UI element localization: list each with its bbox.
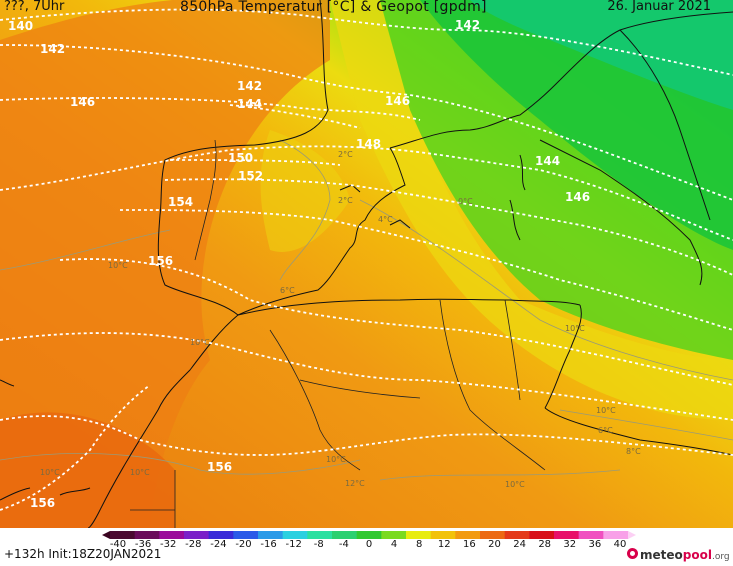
color-scale-tick-label: 16 [463,539,476,550]
contour-label: 140 [8,19,33,33]
color-scale-tick-label: -36 [134,539,152,550]
color-scale-tick-label: -8 [313,539,324,550]
color-scale-swatch [430,531,456,539]
isotherm-label: 10°C [130,468,150,477]
color-scale-tick-label: 12 [437,539,451,550]
isotherm-label: 4°C [378,215,393,224]
color-scale-tick-label: -40 [109,539,127,550]
contour-label: 154 [168,195,193,209]
yellow-zone [330,0,733,420]
scale-min-arrow [102,531,110,539]
color-scale-swatch [307,531,333,539]
isotherm-label: 10°C [565,324,585,333]
contour-label: 142 [40,42,65,56]
color-scale-swatch [554,531,580,539]
color-scale-tick-label: -28 [185,539,202,550]
forecast-date: 26. Januar 2021 [607,0,711,14]
isotherm-label: 8°C [626,447,641,456]
contour-label: 156 [207,460,232,474]
color-scale-tick-label: -24 [210,539,227,550]
contour-label: 156 [148,254,173,268]
color-scale-tick-label: 40 [613,539,627,550]
meteopool-logo-icon [627,548,638,559]
contour-label: 152 [238,169,263,183]
color-scale-swatch [258,531,284,539]
color-scale-swatch [282,531,308,539]
warm-core-southwest [0,412,175,528]
color-scale-swatch [110,531,136,539]
contour-label: 144 [535,154,560,168]
isotherm-lines [0,139,733,481]
green-zone-teal [470,0,733,110]
color-scale-swatch [356,531,382,539]
color-scale-tick-label: -16 [260,539,277,550]
color-scale-swatch [455,531,481,539]
color-scale-tick-label: -32 [160,539,177,550]
forecast-time-label: ???, 7Uhr [4,0,65,14]
color-scale-tick-label: 32 [563,539,577,550]
color-scale-swatch [480,531,506,539]
isotherm-label: 2°C [338,196,353,205]
color-scale-swatch [504,531,530,539]
brand-accent: pool [682,548,712,562]
borders [130,139,546,528]
isotherm-label: 0°C [458,197,473,206]
isotherm-labels: 10°C 2°C 2°C 4°C 0°C 6°C 10°C 10°C 10°C … [40,150,641,489]
contour-label: 146 [565,190,590,204]
color-scale-swatch [406,531,432,539]
color-scale-tick-label: 0 [365,539,373,550]
color-scale-tick-label: 28 [538,539,552,550]
contour-label: 146 [70,95,95,109]
map-title: 850hPa Temperatur [°C] & Geopot [gpdm] [180,0,487,15]
contour-label: 142 [237,79,262,93]
scale-max-arrow [628,531,636,539]
color-scale-tick-label: -20 [235,539,252,550]
color-scale-swatch [233,531,259,539]
isotherm-label: 12°C [345,479,365,488]
contour-label: 156 [30,496,55,510]
color-scale-swatch [134,531,160,539]
color-scale-swatch [332,531,358,539]
color-scale-swatch [603,531,629,539]
color-scale-bar [102,531,636,539]
color-scale-swatch [159,531,185,539]
model-run-info: +132h Init:18Z20JAN2021 [4,547,162,561]
meteopool-brand[interactable]: meteopool.org [640,548,730,562]
color-scale-tick-label: 36 [588,539,602,550]
isotherm-label: 10°C [505,480,525,489]
isotherm-label: 10°C [40,468,60,477]
color-scale-swatch [578,531,604,539]
geopotential-labels: 140 142 146 142 144 146 148 150 152 154 … [8,18,590,510]
isotherm-label: 10°C [190,338,210,347]
color-scale-swatch [381,531,407,539]
temperature-geopotential-map: 140 142 146 142 144 146 148 150 152 154 … [0,0,733,528]
brand-main: meteo [640,548,683,562]
contour-label: 150 [228,151,253,165]
color-scale-tick-label: -4 [338,539,349,550]
color-scale-tick-label: 20 [488,539,501,550]
isotherm-label: 6°C [280,286,295,295]
color-scale-tick-label: -12 [285,539,302,550]
isotherm-label: 10°C [596,406,616,415]
color-scale-swatch [208,531,234,539]
isotherm-label: 10°C [326,455,346,464]
color-scale-swatch [529,531,555,539]
warm-band-west [0,0,330,528]
contour-label: 144 [237,97,262,111]
contour-label: 148 [356,137,381,151]
color-scale-tick-label: 8 [416,539,423,550]
isotherm-label: 10°C [108,261,128,270]
isotherm-label: 6°C [598,426,613,435]
geopotential-contours [0,8,733,511]
coastlines [0,0,733,528]
isotherm-label: 2°C [338,150,353,159]
contour-label: 146 [385,94,410,108]
brand-tld: .org [711,552,730,562]
color-scale-tick-label: 4 [390,539,398,550]
color-scale-tick-label: 24 [513,539,526,550]
contour-label: 142 [455,18,480,32]
yellow-zone-iberia [260,130,350,252]
color-scale-swatch [184,531,210,539]
